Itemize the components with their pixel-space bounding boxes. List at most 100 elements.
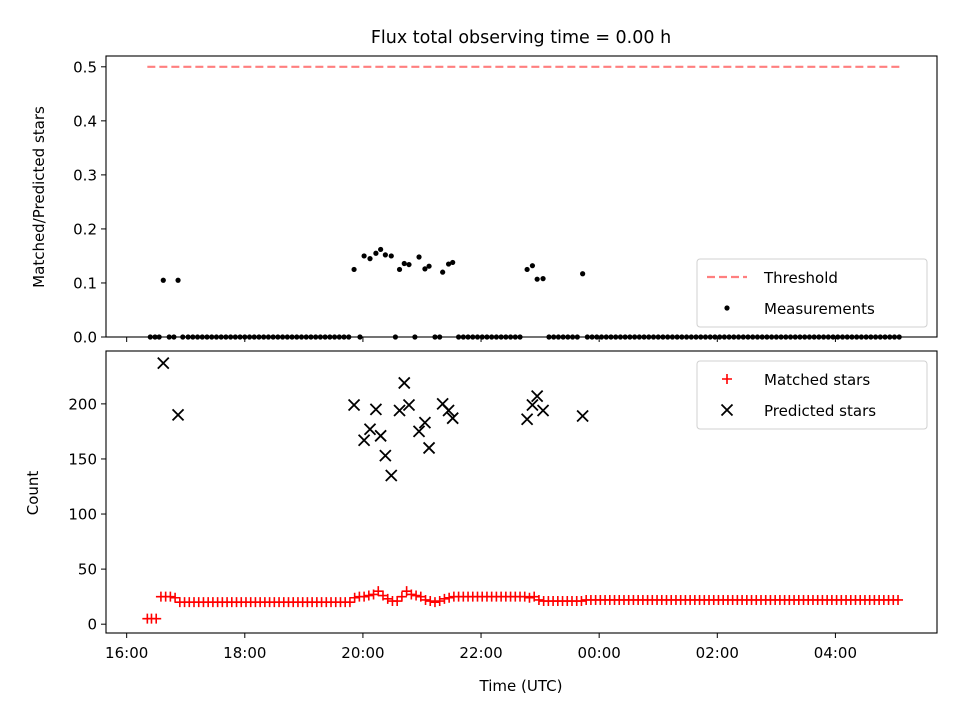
bottom-panel: 0 50 100 150 200 16:00 18:00 20:00 22:00 00:00 02:… — [68, 350, 938, 662]
measurement-point — [534, 276, 540, 282]
predicted-star-marker — [576, 409, 589, 423]
matched-star-marker — [382, 593, 393, 604]
figure-title: Flux total observing time = 0.00 h — [371, 28, 671, 48]
measurement-point — [445, 261, 452, 267]
legend-box — [696, 360, 928, 430]
matched-star-marker — [429, 597, 440, 608]
measurement-point — [529, 263, 536, 269]
matched-star-marker — [420, 594, 431, 605]
y-tick-label: 0 — [87, 616, 97, 634]
predicted-star-marker — [402, 398, 416, 412]
x-axis-label: Time (UTC) — [479, 677, 563, 695]
matched-star-marker — [439, 593, 450, 604]
matched-star-marker — [165, 591, 176, 602]
predicted-star-marker — [157, 356, 170, 370]
x-tick-label: 20:00 — [341, 644, 384, 662]
measurement-point — [388, 253, 394, 259]
matched-star-marker — [576, 596, 587, 607]
matched-star-marker — [406, 589, 417, 600]
y-tick-label: 0.3 — [73, 166, 97, 184]
measurement-point — [450, 259, 456, 266]
measurement-point — [524, 266, 530, 273]
measurement-point — [367, 256, 373, 262]
x-tick-label: 18:00 — [223, 644, 266, 662]
predicted-star-marker — [412, 425, 426, 438]
matched-star-marker — [425, 596, 436, 607]
y-tick-label: 0.0 — [73, 329, 97, 347]
measurement-point — [382, 252, 388, 258]
measurement-point — [426, 263, 432, 269]
matched-star-marker — [444, 592, 455, 603]
measurement-point — [160, 277, 166, 283]
predicted-star-marker — [520, 413, 534, 426]
bottom-y-axis-label: Count — [24, 471, 42, 516]
predicted-star-marker — [398, 376, 411, 390]
predicted-star-marker — [536, 404, 550, 417]
legend-label: Threshold — [763, 269, 838, 287]
series-plus — [142, 586, 904, 624]
predicted-star-marker — [531, 390, 544, 403]
legend-predicted-swatch — [720, 403, 734, 417]
predicted-star-marker — [393, 404, 406, 417]
matched-star-marker — [411, 590, 422, 601]
predicted-star-marker — [374, 429, 387, 442]
matched-star-marker — [373, 586, 384, 597]
predicted-star-marker — [369, 403, 383, 416]
measurement-point — [361, 253, 367, 259]
y-tick-label: 50 — [78, 561, 97, 579]
matched-star-marker — [170, 592, 181, 603]
predicted-star-marker — [363, 423, 377, 436]
matched-star-marker — [893, 594, 904, 605]
predicted-star-marker — [347, 398, 361, 412]
legend: Matched stars Predicted stars — [696, 360, 928, 430]
predicted-star-marker — [526, 398, 539, 412]
predicted-star-marker — [446, 412, 459, 425]
matched-star-marker — [434, 596, 445, 607]
predicted-star-marker — [171, 408, 185, 422]
matched-star-marker — [392, 596, 403, 607]
x-tick-label: 04:00 — [814, 644, 857, 662]
plot-frame — [105, 55, 938, 338]
matched-star-marker — [519, 591, 530, 602]
y-tick-label: 0.2 — [73, 220, 97, 238]
measurement-point — [406, 261, 412, 268]
matched-star-marker — [396, 591, 407, 602]
measurement-point — [378, 246, 384, 253]
y-tick-label: 0.4 — [73, 112, 97, 130]
matched-star-marker — [533, 594, 544, 605]
predicted-star-marker — [418, 416, 432, 429]
plot-frame — [105, 350, 938, 634]
y-tick-label: 200 — [68, 395, 97, 413]
y-tick-label: 0.5 — [73, 58, 97, 76]
top-panel: 0.0 0.1 0.2 0.3 0.4 0.5 Threshold Measurements — [73, 55, 938, 347]
x-tick-label: 22:00 — [459, 644, 502, 662]
matched-star-marker — [359, 591, 370, 602]
top-y-axis-label: Matched/Predicted stars — [30, 106, 48, 288]
predicted-star-marker — [422, 441, 436, 455]
measurement-point — [396, 266, 403, 273]
measurement-point — [580, 271, 586, 277]
y-tick-label: 100 — [68, 506, 97, 524]
measurement-point — [373, 250, 379, 256]
measurement-point — [422, 266, 428, 272]
measurement-point — [416, 254, 422, 260]
measurement-point — [440, 269, 446, 275]
legend: Threshold Measurements — [696, 258, 928, 328]
legend-label: Matched stars — [764, 371, 870, 389]
x-tick-label: 16:00 — [105, 644, 148, 662]
predicted-star-marker — [379, 449, 392, 462]
measurement-point — [540, 276, 546, 282]
legend-label: Predicted stars — [764, 402, 876, 420]
x-tick-label: 00:00 — [578, 644, 621, 662]
measurement-point — [401, 260, 407, 267]
measurement-point — [351, 266, 357, 273]
predicted-star-marker — [442, 404, 455, 417]
legend-matched-swatch — [722, 374, 732, 384]
predicted-star-marker — [385, 469, 398, 482]
matched-star-marker — [151, 613, 162, 624]
matched-star-marker — [524, 592, 535, 603]
matched-star-marker — [349, 592, 360, 603]
legend-measurement-swatch — [724, 305, 730, 311]
